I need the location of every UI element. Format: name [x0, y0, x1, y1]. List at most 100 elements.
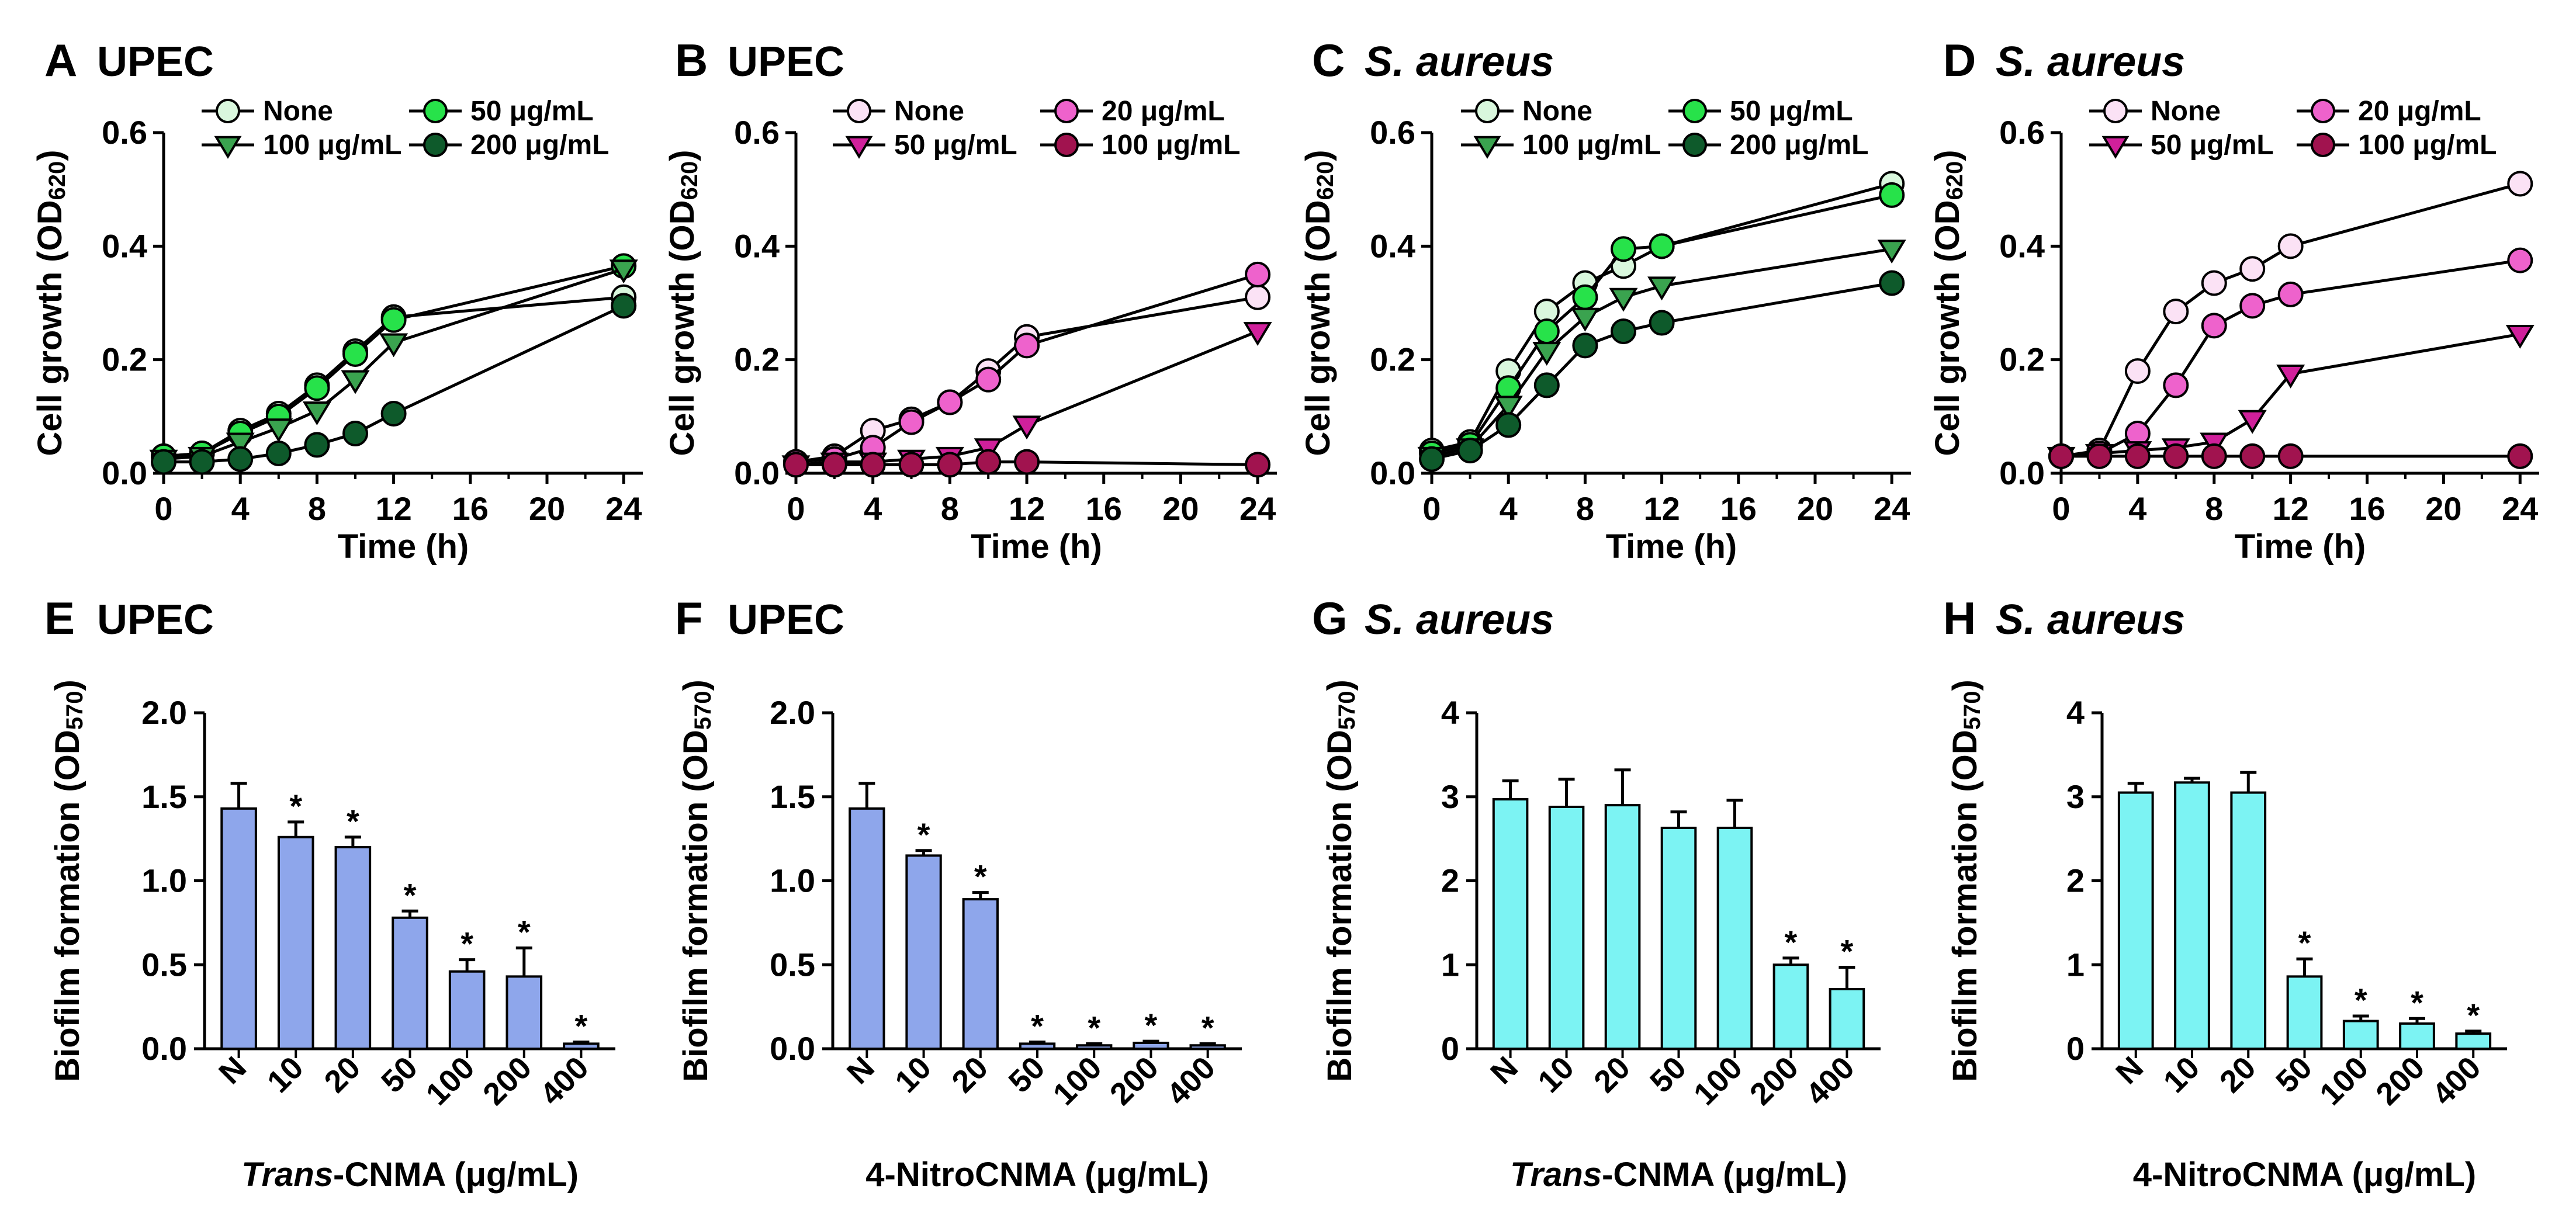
y-axis-label-end: )	[31, 150, 69, 161]
x-tick-label: 4	[231, 490, 250, 527]
x-tick-label: 4	[1500, 490, 1518, 527]
data-point	[1611, 236, 1636, 262]
data-point	[2124, 358, 2151, 384]
data-point	[2048, 443, 2074, 469]
legend-marker	[1473, 136, 1501, 159]
legend-label: None	[2151, 96, 2221, 127]
x-tick-label: 24	[2502, 490, 2538, 527]
data-point	[189, 449, 215, 475]
data-point	[2507, 247, 2533, 273]
bar	[962, 898, 999, 1050]
legend-entry: 20 μg/mL	[2297, 96, 2481, 127]
data-point	[380, 400, 407, 427]
legend-label: 200 μg/mL	[470, 130, 609, 161]
data-point	[2239, 293, 2266, 319]
series-line	[2061, 182, 2520, 458]
legend-marker	[423, 99, 448, 123]
significance-star: *	[1785, 924, 1798, 961]
data-point	[2507, 171, 2533, 197]
y-axis-label-subscript: 620	[677, 161, 702, 200]
legend-label: 100 μg/mL	[1102, 130, 1240, 161]
bar-group: * 50	[375, 876, 428, 1100]
category-label: 50	[1643, 1050, 1693, 1100]
bar	[2342, 1020, 2379, 1050]
significance-star: *	[2298, 924, 2311, 961]
bar	[220, 807, 257, 1050]
legend-label: 20 μg/mL	[2358, 96, 2481, 127]
x-axis-label: 4-NitroCNMA (μg/mL)	[2133, 1156, 2476, 1194]
series-3	[2048, 443, 2533, 469]
y-axis-label-main: Biofilm formation (OD	[49, 730, 86, 1082]
significance-star: *	[404, 876, 417, 913]
legend-label: 200 μg/mL	[1730, 130, 1868, 161]
data-point	[937, 452, 963, 478]
y-axis-label-subscript: 620	[1313, 161, 1338, 200]
y-tick-label: 0.6	[1370, 114, 1415, 151]
panel-letter: G	[1312, 592, 1348, 644]
legend-label: 100 μg/mL	[1522, 130, 1661, 161]
legend-marker	[423, 133, 448, 157]
data-point	[2163, 443, 2189, 469]
y-tick-label: 3	[2066, 778, 2085, 815]
y-axis-label-subscript: 570	[690, 691, 716, 730]
data-point	[2238, 410, 2267, 434]
y-tick-label: 0.2	[734, 341, 780, 378]
y-tick-label: 0.0	[1999, 455, 2045, 491]
legend-marker	[214, 136, 242, 159]
significance-star: *	[974, 858, 987, 895]
bar-group: * 100	[2313, 982, 2379, 1112]
y-tick-label: 0.5	[141, 946, 187, 983]
legend-label: None	[1522, 96, 1592, 127]
bar	[2399, 1022, 2435, 1050]
x-tick-label: 20	[529, 490, 565, 527]
y-tick-label: 2	[2066, 862, 2085, 899]
bar-group: * 400	[2426, 997, 2492, 1112]
bar-group: 10	[1531, 778, 1585, 1100]
y-axis-label: Cell growth (OD620)	[663, 150, 702, 456]
bar-group: * 20	[317, 803, 372, 1100]
category-label: 10	[261, 1050, 310, 1100]
series-3	[783, 449, 1271, 478]
significance-star: *	[289, 788, 302, 824]
data-point	[1495, 412, 1522, 438]
y-tick-label: 0.4	[1370, 227, 1415, 264]
bar	[1019, 1042, 1056, 1050]
y-axis-label-main: Biofilm formation (OD	[677, 730, 715, 1082]
y-axis-label-end: )	[1946, 679, 1984, 691]
x-axis-label: Time (h)	[1606, 528, 1737, 566]
bar	[392, 916, 428, 1050]
y-tick-label: 2.0	[770, 694, 815, 731]
category-label: 50	[375, 1050, 424, 1100]
y-tick-label: 2	[1441, 862, 1459, 899]
data-point	[1572, 284, 1598, 310]
x-tick-label: 16	[452, 490, 489, 527]
bar-group: * 10	[261, 788, 314, 1100]
data-point	[341, 370, 370, 394]
bar-chart-f: F UPEC0.00.51.01.52.0N*10*20*50*100*200*4…	[675, 592, 1242, 1194]
category-label: 50	[1002, 1050, 1052, 1100]
legend-label: 20 μg/mL	[1102, 96, 1225, 127]
legend-marker	[847, 99, 871, 123]
panel-letter: A	[44, 34, 77, 86]
x-tick-label: 0	[154, 490, 172, 527]
line-chart-c: C S. aureus 0.0 0.2 0.4 0.6 0 4 8 12 16 20 24 Time (h…	[1299, 34, 1911, 566]
y-axis-label-main: Cell growth (OD	[1299, 200, 1337, 456]
data-point	[2086, 443, 2113, 469]
y-tick-label: 0.2	[1370, 341, 1415, 378]
data-point	[1243, 322, 1272, 346]
data-point	[1532, 342, 1561, 366]
significance-star: *	[1088, 1009, 1100, 1046]
x-tick-label: 4	[2128, 490, 2146, 527]
legend-entry: 200 μg/mL	[409, 130, 609, 161]
panel-title: S. aureus	[1365, 597, 1554, 643]
data-point	[609, 259, 638, 284]
legend-label: 100 μg/mL	[2358, 130, 2497, 161]
bar-group: * 100	[1047, 1009, 1113, 1112]
panel-letter: C	[1312, 34, 1345, 86]
bar-group: * 10	[888, 816, 942, 1100]
data-point	[2201, 313, 2227, 339]
bar	[505, 975, 543, 1050]
x-tick-label: 20	[2425, 490, 2461, 527]
x-tick-label: 8	[2205, 490, 2223, 527]
legend-entry: None	[2089, 96, 2221, 127]
